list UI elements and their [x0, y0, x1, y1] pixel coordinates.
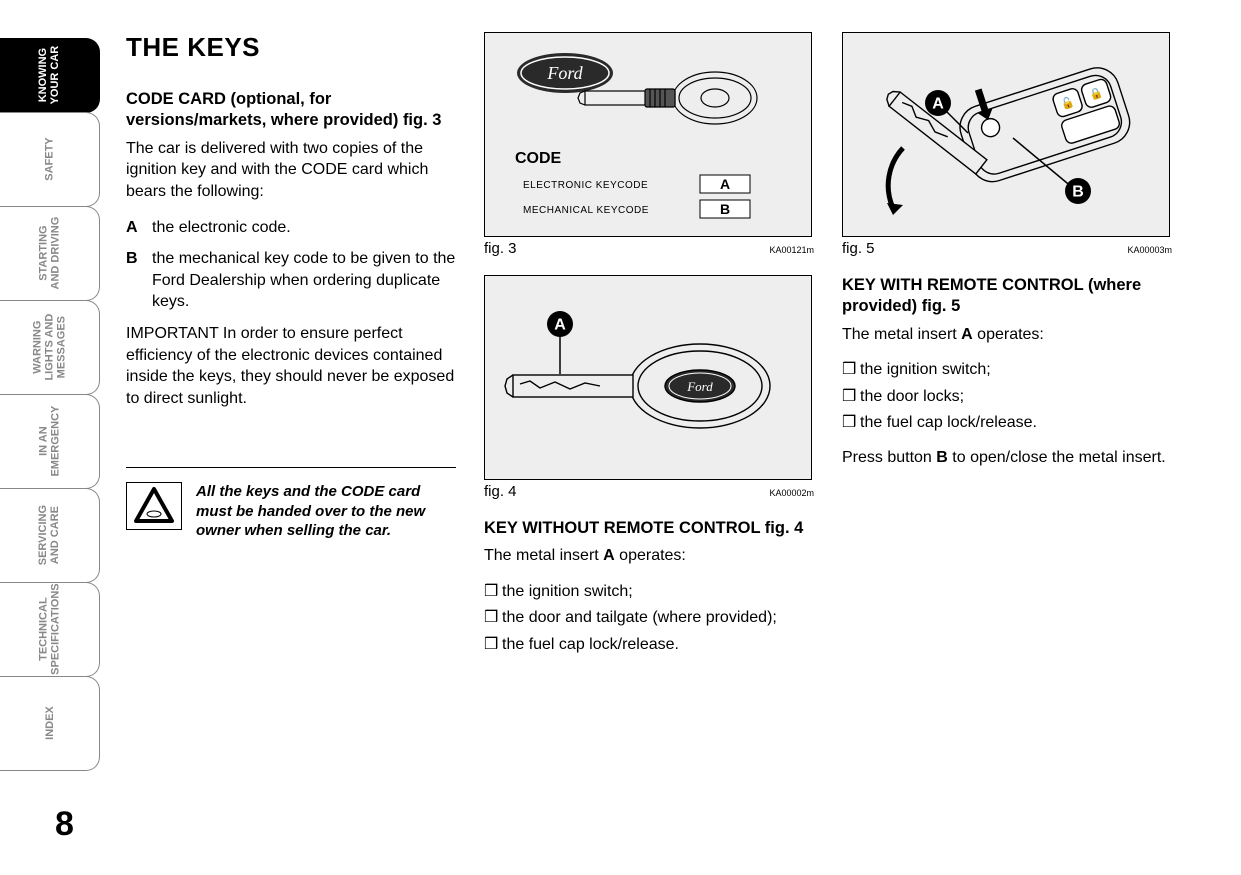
- figure-4: Ford A: [484, 275, 812, 480]
- warning-text: All the keys and the CODE card must be h…: [196, 482, 456, 541]
- tab-specs[interactable]: TECHNICALSPECIFICATIONS: [0, 582, 100, 677]
- tab-safety[interactable]: SAFETY: [0, 112, 100, 207]
- def-b: B the mechanical key code to be given to…: [126, 248, 456, 313]
- def-a: A the electronic code.: [126, 217, 456, 239]
- sidebar-tabs: KNOWINGYOUR CAR SAFETY STARTINGAND DRIVI…: [0, 38, 100, 770]
- para-important: IMPORTANT In order to ensure perfect eff…: [126, 323, 456, 409]
- svg-text:B: B: [720, 201, 730, 217]
- tab-servicing[interactable]: SERVICINGAND CARE: [0, 488, 100, 583]
- para-insert-a: The metal insert A operates:: [484, 545, 814, 567]
- svg-text:MECHANICAL KEYCODE: MECHANICAL KEYCODE: [523, 205, 649, 216]
- svg-text:B: B: [1072, 184, 1084, 201]
- tab-emergency[interactable]: IN ANEMERGENCY: [0, 394, 100, 489]
- tab-index[interactable]: INDEX: [0, 676, 100, 771]
- column-1: THE KEYS CODE CARD (optional, for versio…: [126, 32, 456, 668]
- figure-4-caption: fig. 4 KA00002m: [484, 483, 814, 500]
- svg-text:A: A: [932, 96, 944, 113]
- svg-text:A: A: [720, 176, 730, 192]
- main-content: THE KEYS CODE CARD (optional, for versio…: [126, 32, 1176, 668]
- tab-starting-driving[interactable]: STARTINGAND DRIVING: [0, 206, 100, 301]
- tab-knowing-your-car[interactable]: KNOWINGYOUR CAR: [0, 38, 100, 113]
- subtitle-key-with-remote: KEY WITH REMOTE CONTROL (where provided)…: [842, 275, 1172, 318]
- figure-5: 🔓 🔒: [842, 32, 1170, 237]
- figure-3: Ford CODE ELECTRONIC KEYCODE: [484, 32, 812, 237]
- page-title: THE KEYS: [126, 32, 456, 63]
- column-2: Ford CODE ELECTRONIC KEYCODE: [484, 32, 814, 668]
- tab-warning-lights[interactable]: WARNINGLIGHTS ANDMESSAGES: [0, 300, 100, 395]
- warning-icon: [126, 482, 182, 530]
- svg-text:Ford: Ford: [546, 63, 583, 83]
- svg-text:Ford: Ford: [686, 379, 713, 394]
- subtitle-key-without-remote: KEY WITHOUT REMOTE CONTROL fig. 4: [484, 518, 814, 539]
- column-3: 🔓 🔒: [842, 32, 1172, 668]
- warning-block: All the keys and the CODE card must be h…: [126, 467, 456, 541]
- para-intro: The car is delivered with two copies of …: [126, 138, 456, 203]
- figure-3-caption: fig. 3 KA00121m: [484, 240, 814, 257]
- svg-text:A: A: [554, 317, 566, 334]
- bullet-list-col3: ❒the ignition switch; ❒the door locks; ❒…: [842, 359, 1172, 434]
- page-number: 8: [55, 805, 74, 844]
- figure-5-caption: fig. 5 KA00003m: [842, 240, 1172, 257]
- svg-text:CODE: CODE: [515, 150, 562, 167]
- subtitle-code-card: CODE CARD (optional, for versions/market…: [126, 89, 456, 132]
- bullet-list-col2: ❒the ignition switch; ❒the door and tail…: [484, 581, 814, 656]
- para-press-b: Press button B to open/close the metal i…: [842, 447, 1172, 469]
- svg-text:ELECTRONIC KEYCODE: ELECTRONIC KEYCODE: [523, 180, 648, 191]
- para-insert-a-2: The metal insert A operates:: [842, 324, 1172, 346]
